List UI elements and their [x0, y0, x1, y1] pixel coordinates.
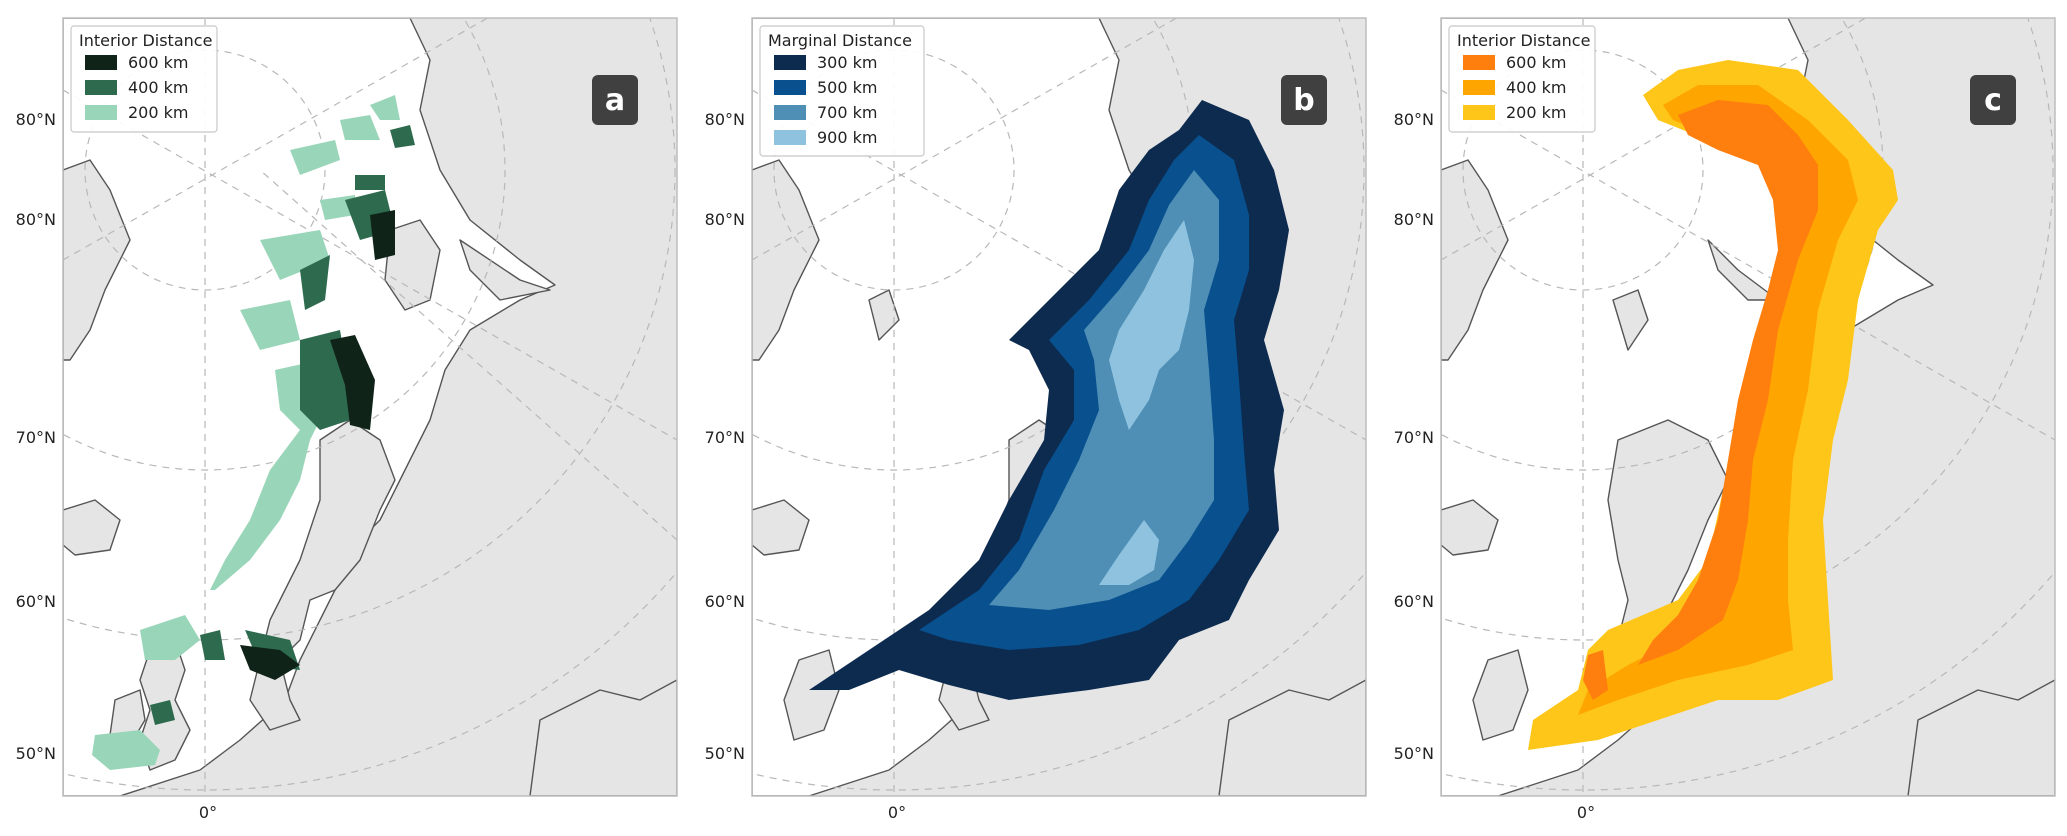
lat-label: 60°N	[15, 592, 56, 611]
greenland-land	[63, 159, 131, 361]
legend-swatch	[774, 130, 806, 145]
lat-label: 70°N	[704, 428, 745, 447]
panel-badge: a	[592, 75, 638, 125]
lat-label: 80°N	[704, 210, 745, 229]
legend-swatch	[1463, 80, 1495, 95]
lat-label: 80°N	[704, 110, 745, 129]
map-frame	[62, 17, 678, 797]
zone-900km	[1109, 220, 1194, 430]
map-frame	[1440, 17, 2056, 797]
zone-400km	[1578, 85, 1858, 715]
legend-swatch	[774, 55, 806, 70]
legend-title: Marginal Distance	[768, 31, 912, 50]
iceland-land	[63, 499, 121, 556]
greenland-land	[752, 159, 820, 361]
lon-label: 0°	[1576, 803, 1596, 822]
svg-text:c: c	[1984, 83, 2002, 118]
zone-600km	[1638, 100, 1818, 665]
legend: Interior Distance 600 km 400 km 200 km	[1448, 25, 1596, 133]
svalbard-land	[384, 219, 441, 311]
legend-label: 200 km	[1506, 103, 1566, 122]
lat-label: 70°N	[15, 428, 56, 447]
zone-900km	[1099, 520, 1159, 585]
lat-label: 50°N	[704, 744, 745, 763]
legend: Marginal Distance 300 km 500 km 700 km 9…	[759, 25, 925, 157]
legend-label: 600 km	[128, 53, 188, 72]
iceland-land	[752, 499, 810, 556]
lon-label: 0°	[198, 803, 218, 822]
map-panel-a: Interior Distance 600 km 400 km 200 km a…	[0, 0, 689, 836]
legend-label: 200 km	[128, 103, 188, 122]
lat-label: 80°N	[15, 110, 56, 129]
map-frame	[751, 17, 1367, 797]
panel-badge: c	[1970, 75, 2016, 125]
lat-label: 80°N	[15, 210, 56, 229]
greenland-land	[1441, 159, 1509, 361]
iceland-land	[1441, 499, 1499, 556]
svg-text:b: b	[1293, 83, 1314, 118]
zone-600km	[1583, 650, 1608, 700]
legend-title: Interior Distance	[1457, 31, 1590, 50]
continent-land	[529, 679, 677, 796]
novaya-island	[459, 239, 551, 301]
svalbard-land	[1612, 289, 1649, 351]
lon-label: 0°	[887, 803, 907, 822]
lat-label: 80°N	[1393, 110, 1434, 129]
legend-title: Interior Distance	[79, 31, 212, 50]
panel-badge: b	[1281, 75, 1327, 125]
legend-swatch	[85, 55, 117, 70]
legend-label: 900 km	[817, 128, 877, 147]
map-a: Interior Distance 600 km 400 km 200 km a	[62, 17, 678, 797]
lat-label: 60°N	[704, 592, 745, 611]
legend-swatch	[85, 80, 117, 95]
legend-label: 400 km	[128, 78, 188, 97]
zone-600km	[240, 210, 395, 680]
legend-label: 300 km	[817, 53, 877, 72]
legend-label: 500 km	[817, 78, 877, 97]
continent-land	[1907, 679, 2055, 796]
map-panel-c: Interior Distance 600 km 400 km 200 km c…	[1378, 0, 2067, 836]
novaya-island	[1707, 239, 1779, 301]
legend-swatch	[1463, 55, 1495, 70]
legend: Interior Distance 600 km 400 km 200 km	[70, 25, 218, 133]
uk-land	[783, 649, 840, 741]
map-c: Interior Distance 600 km 400 km 200 km c	[1440, 17, 2056, 797]
lat-label: 50°N	[15, 744, 56, 763]
uk-land	[1472, 649, 1529, 741]
lat-label: 50°N	[1393, 744, 1434, 763]
svg-text:a: a	[605, 83, 625, 118]
legend-label: 400 km	[1506, 78, 1566, 97]
legend-swatch	[85, 105, 117, 120]
legend-label: 700 km	[817, 103, 877, 122]
continent-land	[1218, 679, 1366, 796]
svalbard-land	[868, 289, 900, 341]
legend-swatch	[774, 80, 806, 95]
legend-swatch	[1463, 105, 1495, 120]
map-panel-b: Marginal Distance 300 km 500 km 700 km 9…	[689, 0, 1378, 836]
map-b: Marginal Distance 300 km 500 km 700 km 9…	[751, 17, 1367, 797]
lat-label: 70°N	[1393, 428, 1434, 447]
legend-label: 600 km	[1506, 53, 1566, 72]
lat-label: 60°N	[1393, 592, 1434, 611]
legend-swatch	[774, 105, 806, 120]
lat-label: 80°N	[1393, 210, 1434, 229]
